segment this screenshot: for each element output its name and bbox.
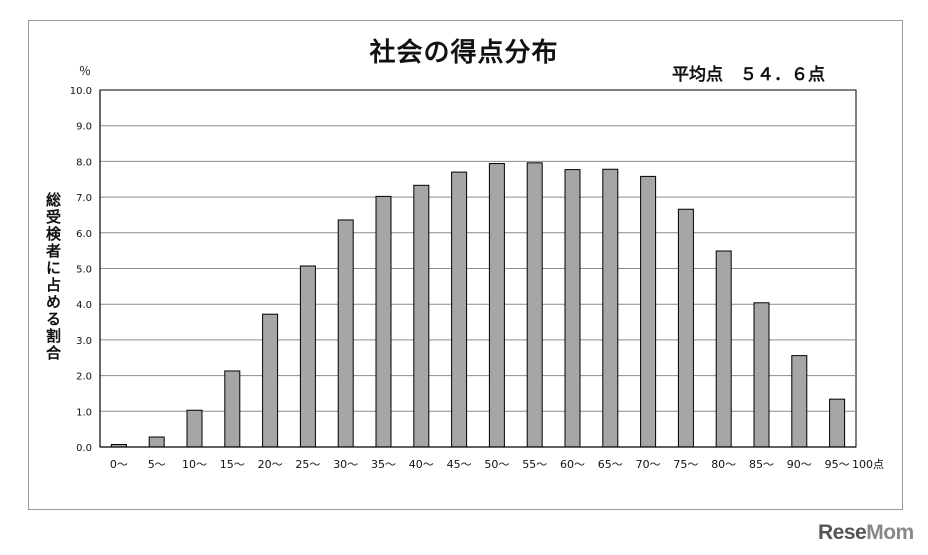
bar bbox=[375, 195, 392, 448]
x-tick-label: 0～ bbox=[110, 458, 128, 471]
bar bbox=[715, 250, 732, 448]
bar bbox=[299, 265, 316, 448]
bar bbox=[262, 313, 279, 448]
x-tick-label: 35～ bbox=[371, 458, 396, 471]
y-tick-label: 10.0 bbox=[70, 86, 92, 97]
bar bbox=[602, 168, 619, 448]
bar bbox=[413, 184, 430, 448]
x-tick-label: 15～ bbox=[220, 458, 245, 471]
bar bbox=[148, 436, 165, 448]
x-tick-label: 85～ bbox=[749, 458, 774, 471]
x-tick-label: 75～ bbox=[673, 458, 698, 471]
chart-title: 社会の得点分布 bbox=[369, 38, 559, 68]
resemom-logo: ReseMom bbox=[818, 521, 914, 544]
bar bbox=[224, 370, 241, 448]
y-tick-label: 4.0 bbox=[76, 300, 92, 311]
x-tick-label: 50～ bbox=[484, 458, 509, 471]
x-tick-label: 45～ bbox=[447, 458, 472, 471]
x-tick-label: 40～ bbox=[409, 458, 434, 471]
x-tick-label: 25～ bbox=[295, 458, 320, 471]
y-tick-label: 3.0 bbox=[76, 336, 92, 347]
x-tick-label: 5～ bbox=[148, 458, 166, 471]
bar bbox=[791, 355, 808, 448]
bar bbox=[337, 219, 354, 448]
bar bbox=[753, 302, 770, 448]
bar bbox=[526, 162, 543, 448]
x-tick-label: 10～ bbox=[182, 458, 207, 471]
y-tick-label: 0.0 bbox=[76, 443, 92, 454]
bar bbox=[564, 169, 581, 448]
average-score-annotation: 平均点 ５４．６点 bbox=[672, 65, 825, 85]
x-end-label: 100点 bbox=[852, 458, 884, 471]
y-tick-label: 7.0 bbox=[76, 193, 92, 204]
y-tick-label: 8.0 bbox=[76, 157, 92, 168]
y-axis-label: 総受検者に占める割合 bbox=[44, 192, 62, 362]
bar bbox=[451, 171, 468, 448]
y-tick-label: 6.0 bbox=[76, 229, 92, 240]
bar bbox=[186, 409, 203, 448]
y-tick-label: 2.0 bbox=[76, 372, 92, 383]
x-tick-label: 90～ bbox=[787, 458, 812, 471]
bar bbox=[488, 163, 505, 448]
x-tick-label: 70～ bbox=[636, 458, 661, 471]
y-tick-label: 5.0 bbox=[76, 265, 92, 276]
bar bbox=[677, 208, 694, 448]
x-tick-label: 55～ bbox=[522, 458, 547, 471]
x-tick-label: 65～ bbox=[598, 458, 623, 471]
bar bbox=[829, 398, 846, 448]
x-tick-label: 20～ bbox=[258, 458, 283, 471]
x-tick-label: 30～ bbox=[333, 458, 358, 471]
y-axis-unit: ％ bbox=[79, 64, 92, 78]
x-tick-label: 95～ bbox=[825, 458, 850, 471]
x-tick-label: 80～ bbox=[711, 458, 736, 471]
y-tick-label: 9.0 bbox=[76, 122, 92, 133]
x-tick-label: 60～ bbox=[560, 458, 585, 471]
y-tick-label: 1.0 bbox=[76, 407, 92, 418]
bar bbox=[640, 175, 657, 448]
